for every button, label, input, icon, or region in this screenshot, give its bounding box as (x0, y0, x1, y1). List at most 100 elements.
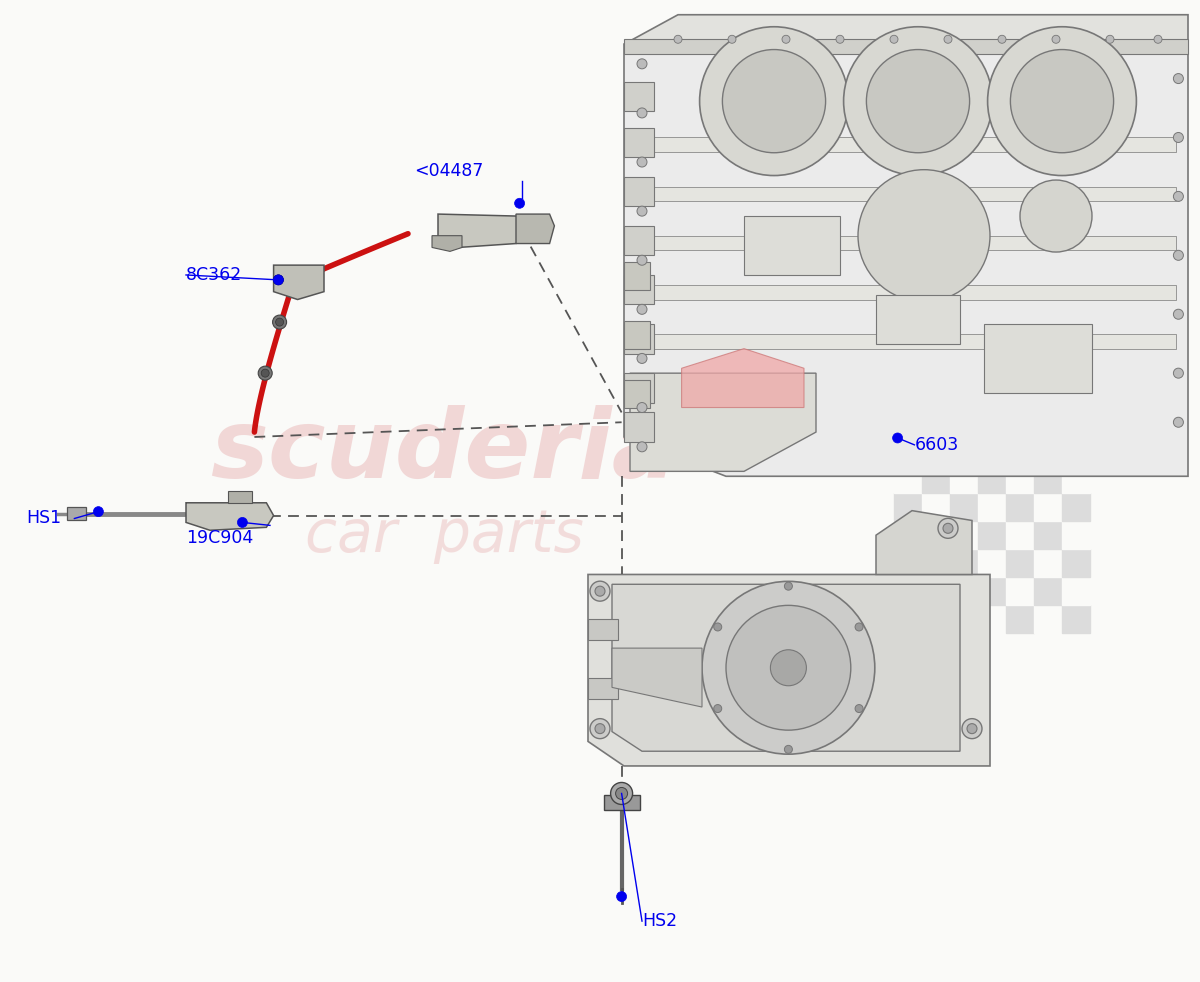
Bar (1034, 465, 1062, 493)
Bar (624, 412, 654, 442)
Circle shape (1154, 35, 1162, 43)
Bar (950, 605, 978, 633)
Polygon shape (588, 574, 990, 766)
Polygon shape (630, 373, 816, 471)
Bar (978, 521, 1006, 549)
Bar (1034, 577, 1062, 605)
Polygon shape (612, 648, 702, 707)
Circle shape (616, 788, 628, 799)
Polygon shape (654, 334, 1176, 349)
Circle shape (1174, 417, 1183, 427)
Bar (978, 437, 1006, 465)
Text: 19C904: 19C904 (186, 529, 253, 547)
Circle shape (967, 724, 977, 734)
Bar (950, 577, 978, 605)
Circle shape (858, 170, 990, 301)
Bar (1062, 465, 1090, 493)
Text: HS2: HS2 (642, 912, 677, 930)
Text: 8C362: 8C362 (186, 266, 242, 284)
Circle shape (866, 49, 970, 153)
Polygon shape (624, 44, 1188, 476)
Bar (1006, 605, 1034, 633)
Polygon shape (624, 15, 1188, 44)
Text: car  parts: car parts (305, 507, 583, 564)
Circle shape (1052, 35, 1060, 43)
Circle shape (637, 304, 647, 314)
Bar (894, 437, 922, 465)
Bar (624, 324, 654, 354)
Bar (1034, 549, 1062, 577)
Circle shape (785, 745, 792, 753)
Circle shape (637, 59, 647, 69)
Circle shape (770, 650, 806, 685)
Bar (950, 493, 978, 521)
Circle shape (276, 318, 283, 326)
Circle shape (1174, 309, 1183, 319)
Bar (624, 275, 654, 304)
Bar (978, 549, 1006, 577)
Circle shape (637, 442, 647, 452)
Bar (894, 577, 922, 605)
Circle shape (1174, 250, 1183, 260)
Bar (978, 605, 1006, 633)
Bar (1006, 577, 1034, 605)
Bar (624, 380, 650, 408)
Bar (978, 465, 1006, 493)
Circle shape (702, 581, 875, 754)
Bar (1034, 437, 1062, 465)
Circle shape (938, 518, 958, 538)
Polygon shape (186, 503, 274, 530)
Bar (978, 577, 1006, 605)
Bar (624, 82, 654, 111)
Circle shape (595, 724, 605, 734)
Bar (984, 324, 1092, 393)
Polygon shape (67, 507, 86, 520)
Circle shape (258, 366, 272, 380)
Polygon shape (432, 236, 462, 251)
Circle shape (890, 35, 898, 43)
Circle shape (944, 35, 952, 43)
Circle shape (726, 605, 851, 731)
Circle shape (617, 892, 626, 901)
Circle shape (1106, 35, 1114, 43)
Bar (922, 493, 950, 521)
Bar (894, 493, 922, 521)
Circle shape (637, 354, 647, 363)
Circle shape (782, 35, 790, 43)
Bar (588, 619, 618, 640)
Bar (624, 321, 650, 349)
Circle shape (262, 369, 269, 377)
Circle shape (836, 35, 844, 43)
Bar (894, 605, 922, 633)
Circle shape (637, 206, 647, 216)
Polygon shape (876, 511, 972, 574)
Bar (1034, 493, 1062, 521)
Bar (1062, 549, 1090, 577)
Circle shape (714, 704, 721, 713)
Polygon shape (604, 795, 640, 810)
Circle shape (238, 518, 247, 527)
Bar (1006, 437, 1034, 465)
Circle shape (637, 108, 647, 118)
Polygon shape (654, 285, 1176, 300)
Circle shape (590, 719, 610, 738)
Circle shape (1174, 133, 1183, 142)
Circle shape (728, 35, 736, 43)
Polygon shape (654, 187, 1176, 201)
Text: HS1: HS1 (26, 510, 61, 527)
Bar (894, 521, 922, 549)
Circle shape (1174, 191, 1183, 201)
Circle shape (1010, 49, 1114, 153)
Polygon shape (516, 214, 554, 244)
Bar (1062, 521, 1090, 549)
Polygon shape (654, 236, 1176, 250)
Bar (922, 549, 950, 577)
Bar (922, 577, 950, 605)
Circle shape (943, 523, 953, 533)
Bar (624, 373, 654, 403)
Circle shape (714, 623, 721, 631)
Bar (1006, 465, 1034, 493)
Bar (1034, 521, 1062, 549)
Circle shape (722, 49, 826, 153)
Circle shape (274, 275, 283, 285)
